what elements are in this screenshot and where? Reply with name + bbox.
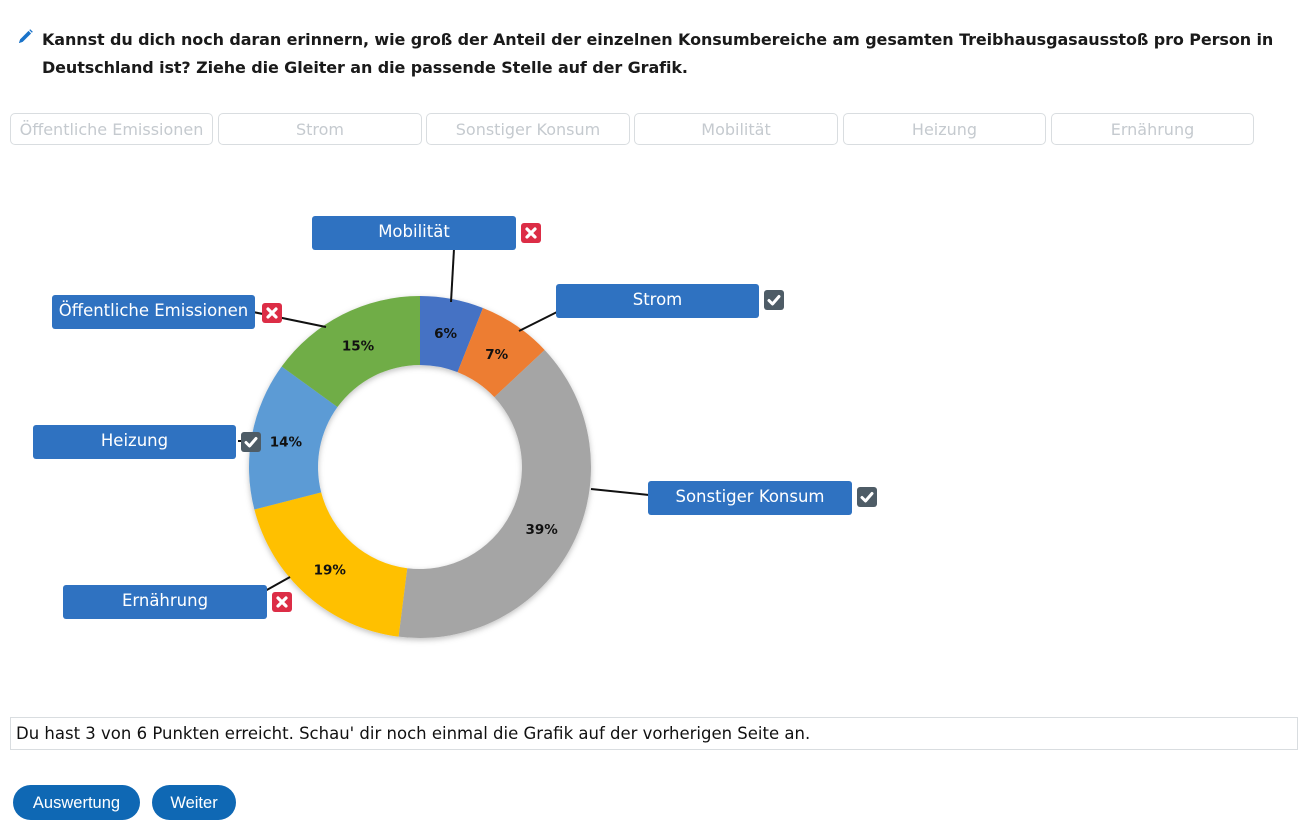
percent-labels: 6% 7% 39% 19% 14% 15% [270,326,558,578]
donut-slice [457,308,545,398]
slice-percent-label: 14% [270,434,303,450]
slice-percent-label: 15% [342,338,375,354]
evaluate-button[interactable]: Auswertung [13,785,140,820]
wrong-icon [262,303,282,323]
donut-slice [248,366,338,510]
pencil-icon [16,28,34,46]
slot-heizung[interactable]: Heizung [843,113,1046,145]
slice-percent-label: 6% [434,326,457,342]
donut-slice [254,492,408,637]
slot-strom[interactable]: Strom [218,113,422,145]
label-sonstiger-konsum[interactable]: Sonstiger Konsum [648,481,852,515]
slice-percent-label: 39% [525,522,558,538]
slice-percent-label: 19% [314,562,347,578]
next-button[interactable]: Weiter [152,785,236,820]
slot-ernaehrung[interactable]: Ernährung [1051,113,1254,145]
label-heizung[interactable]: Heizung [33,425,236,459]
check-icon [241,432,261,452]
label-oeffentliche-emissionen[interactable]: Öffentliche Emissionen [52,295,255,329]
check-icon [764,290,784,310]
feedback-message: Du hast 3 von 6 Punkten erreicht. Schau'… [10,717,1298,750]
slot-mobilitaet[interactable]: Mobilität [634,113,838,145]
label-ernaehrung[interactable]: Ernährung [63,585,267,619]
question-text: Kannst du dich noch daran erinnern, wie … [42,30,1274,77]
donut-slice [398,349,591,638]
slot-sonstiger-konsum[interactable]: Sonstiger Konsum [426,113,630,145]
label-mobilitaet[interactable]: Mobilität [312,216,516,250]
check-icon [857,487,877,507]
label-strom[interactable]: Strom [556,284,759,318]
slice-percent-label: 7% [485,347,508,363]
wrong-icon [272,592,292,612]
wrong-icon [521,223,541,243]
slot-oeffentliche-emissionen[interactable]: Öffentliche Emissionen [10,113,213,145]
donut-slice [281,296,420,408]
donut-slice [420,296,483,373]
donut-slices [248,296,591,638]
